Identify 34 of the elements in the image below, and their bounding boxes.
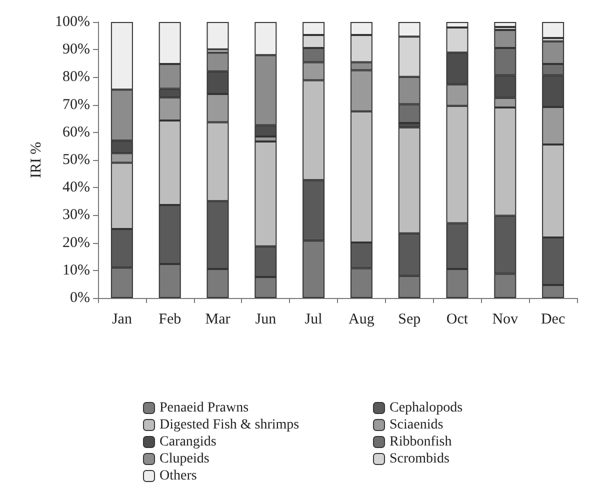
x-tick-label: Dec — [540, 312, 566, 328]
legend-label: Ribbonfish — [390, 434, 452, 450]
legend-label: Scrombids — [390, 452, 450, 466]
x-tick-label: Mar — [205, 312, 230, 328]
x-tick-label: Oct — [446, 312, 469, 328]
bar — [542, 22, 564, 38]
x-tick-label: Sep — [398, 312, 421, 328]
y-tick-label: 60% — [62, 124, 90, 140]
x-tick-label: Nov — [492, 312, 519, 328]
x-tick-label: Feb — [158, 312, 182, 328]
x-tick-label: Aug — [348, 312, 375, 328]
y-tick-label: 10% — [62, 262, 90, 278]
x-tick-label: Jul — [304, 312, 322, 328]
y-tick-label: 20% — [62, 234, 90, 251]
legend-label: Digested Fish & shrimps — [160, 418, 300, 432]
y-tick-label: 90% — [62, 42, 90, 58]
legend-label: Sciaenids — [390, 418, 444, 432]
y-tick-label: 50% — [62, 152, 90, 168]
x-tick-label: Jan — [112, 312, 132, 328]
bar — [494, 22, 516, 27]
y-tick-label: 100% — [55, 14, 90, 30]
x-tick-label: Jun — [255, 312, 277, 328]
y-axis-title: IRI % — [28, 142, 45, 178]
y-tick-label: 0% — [70, 290, 90, 306]
legend-label: Clupeids — [160, 452, 210, 466]
legend-label: Carangids — [160, 434, 216, 450]
bar — [206, 22, 229, 50]
legend-label: Penaeid Prawns — [160, 400, 249, 416]
legend-label: Others — [160, 468, 197, 484]
y-tick-label: 30% — [62, 207, 90, 224]
y-tick-label: 40% — [62, 180, 90, 196]
legend-label: Cephalopods — [390, 400, 463, 416]
y-tick-label: 70% — [62, 96, 90, 113]
y-tick-label: 80% — [62, 69, 90, 86]
